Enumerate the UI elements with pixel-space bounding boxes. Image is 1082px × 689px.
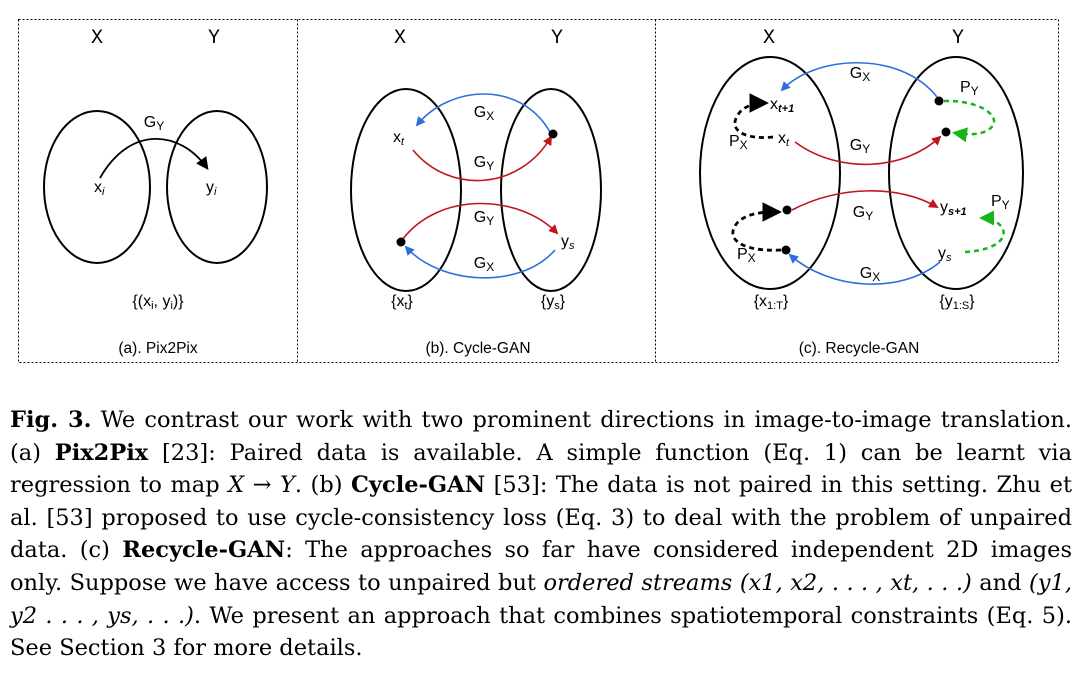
panel-c-x-label: X — [763, 27, 775, 50]
figure-border — [18, 19, 1059, 363]
caption-part1: We contrast our work with two prominent … — [10, 407, 1072, 466]
panel-c-node-xt: xt — [778, 130, 790, 149]
caption-part7: . We present an approach that combines s… — [10, 602, 1072, 662]
panel-a-mapping-arrow — [99, 138, 209, 179]
panel-b-arrow-gy-top — [412, 135, 552, 182]
panel-c-label-gy-top: GY — [850, 137, 870, 156]
panel-c-arrow-gy-bottom — [791, 190, 939, 211]
panel-c-arrow-gy-top — [794, 135, 942, 166]
panel-c-arrow-py-top — [943, 99, 996, 143]
panel-c-node-xt1: xt+1 — [770, 96, 794, 115]
panel-c-label-gx-top: GX — [850, 65, 870, 84]
panel-c-dot-x-bottom2 — [781, 245, 791, 255]
panel-b-node-xt: xt — [393, 129, 405, 148]
caption-ordered: ordered streams — [543, 569, 733, 596]
panel-b: X Y GX GY xt GY GX ys {xt} {ys} (b). Cyc… — [350, 27, 602, 357]
panel-c-label-gy-bottom: GY — [853, 204, 873, 223]
figure-caption: Fig. 3. We contrast our work with two pr… — [10, 404, 1072, 665]
panel-c-caption: (c). Recycle-GAN — [799, 340, 920, 357]
panel-c-dot-y-top2 — [941, 127, 951, 137]
caption-part5: : The approaches so far have considered … — [10, 537, 1072, 596]
panel-a-node-xi: xi — [94, 179, 105, 198]
panel-c-arrow-py-bottom — [964, 210, 1005, 254]
caption-label: Fig. 3. — [10, 407, 92, 433]
panel-a-caption: (a). Pix2Pix — [118, 340, 197, 357]
panel-c-arrow-px-bottom — [731, 202, 782, 252]
panel-a-set-y — [166, 110, 268, 264]
panel-c-arrow-px-top — [733, 93, 774, 139]
panel-c-node-ys: ys — [938, 245, 952, 264]
panel-c-set-x — [699, 56, 841, 290]
panel-b-label-gy-bottom: GY — [474, 209, 494, 228]
panel-c-label-gx-bottom: GX — [860, 265, 880, 284]
panel-b-set-x — [350, 88, 462, 292]
panel-a: X Y GY xi yi {(xi, yi)} (a). Pix2Pix — [43, 27, 268, 357]
panel-c-label-px-top: PX — [729, 133, 748, 152]
panel-c-arrow-gx-top — [780, 61, 938, 98]
figure: X Y GY xi yi {(xi, yi)} (a). Pix2Pix X Y… — [18, 19, 1059, 363]
panel-b-dot-ytop — [548, 129, 558, 139]
caption-seq-x: (x1, x2, . . . , xt, . . .) — [732, 569, 972, 596]
panel-c: X Y GX xt+1 xt PX GY PY GY PX GX ys+1 ys… — [699, 27, 1024, 357]
panel-a-set-x — [43, 110, 151, 264]
caption-cyclegan: Cycle-GAN — [351, 472, 486, 499]
panel-c-arrow-gx-bottom — [788, 253, 941, 285]
panel-b-label-gx-bottom: GX — [474, 255, 494, 274]
panel-b-y-label: Y — [551, 27, 563, 50]
panel-a-mapping-label: GY — [144, 114, 164, 133]
panel-c-y-label: Y — [952, 27, 964, 50]
panel-c-set-y — [888, 56, 1024, 290]
panel-b-x-label: X — [394, 27, 406, 50]
panel-c-dot-y-top1 — [934, 96, 944, 106]
panel-c-label-py-top: PY — [960, 79, 979, 98]
panel-b-caption: (b). Cycle-GAN — [425, 340, 530, 357]
panel-c-label-px-bottom: PX — [737, 246, 756, 265]
panel-b-node-ys: ys — [561, 233, 575, 252]
caption-pix2pix: Pix2Pix — [54, 439, 149, 466]
panel-a-node-yi: yi — [206, 179, 217, 198]
caption-seq-y: (y1, y2 . . . , ys, . . .) — [10, 569, 1072, 629]
panel-c-set-right: {y1:S} — [939, 293, 975, 312]
panel-b-label-gx-top: GX — [474, 104, 494, 123]
caption-part4: [53]: The data is not paired in this set… — [10, 472, 1072, 564]
panel-c-node-ys1: ys+1 — [940, 199, 967, 218]
panel-c-dot-x-bottom1 — [782, 205, 792, 215]
panel-c-set-left: {x1:T} — [754, 293, 789, 312]
caption-part2: [23]: Paired data is available. A simple… — [10, 439, 1072, 499]
panel-b-set-y — [500, 88, 602, 292]
panel-a-y-label: Y — [208, 27, 220, 50]
caption-part3: . (b) — [294, 472, 352, 499]
panel-b-set-right: {ys} — [541, 293, 566, 312]
panel-b-label-gy-top: GY — [474, 154, 494, 173]
panel-b-arrow-gx-top — [415, 93, 551, 133]
panel-a-set-label: {(xi, yi)} — [132, 293, 184, 312]
panel-b-dot-xbottom — [396, 237, 406, 247]
panel-b-set-left: {xt} — [391, 293, 413, 312]
caption-map-expr: X → Y — [228, 472, 295, 499]
panel-a-x-label: X — [91, 27, 103, 50]
panel-c-label-py-bottom: PY — [991, 193, 1010, 212]
panel-b-arrow-gy-bottom — [401, 202, 559, 241]
caption-part6: and — [971, 569, 1030, 596]
panel-b-arrow-gx-bottom — [404, 245, 556, 279]
caption-recyclegan: Recycle-GAN — [122, 537, 286, 564]
